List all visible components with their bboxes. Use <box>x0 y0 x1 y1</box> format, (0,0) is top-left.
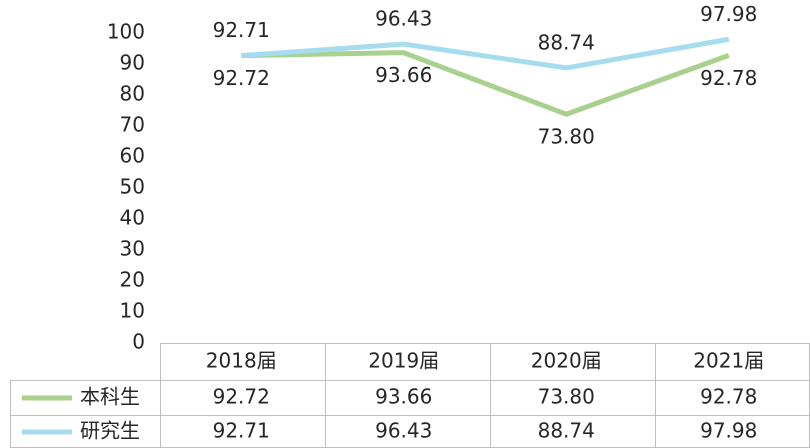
x-tick-label: 2018届 <box>206 349 277 373</box>
table-cell: 92.71 <box>213 419 270 443</box>
table-cell: 88.74 <box>538 419 595 443</box>
table-cell: 73.80 <box>538 385 595 409</box>
y-tick-label: 100 <box>107 20 145 44</box>
legend-label: 本科生 <box>80 385 140 409</box>
y-tick-label: 90 <box>120 51 145 75</box>
x-tick-label: 2020届 <box>531 349 602 373</box>
data-label: 92.71 <box>213 18 270 42</box>
table-cell: 96.43 <box>375 419 432 443</box>
y-tick-label: 30 <box>120 237 145 261</box>
x-tick-label: 2021届 <box>693 349 764 373</box>
table-cell: 93.66 <box>375 385 432 409</box>
data-label: 96.43 <box>375 7 432 31</box>
data-label: 88.74 <box>538 30 595 54</box>
y-tick-label: 40 <box>120 206 145 230</box>
data-label: 97.98 <box>700 2 757 26</box>
y-tick-label: 80 <box>120 82 145 106</box>
table-cell: 97.98 <box>700 419 757 443</box>
y-tick-label: 0 <box>132 330 145 354</box>
table-cell: 92.72 <box>213 385 270 409</box>
y-tick-label: 50 <box>120 175 145 199</box>
y-tick-label: 70 <box>120 113 145 137</box>
table-cell: 92.78 <box>700 385 757 409</box>
data-label: 93.66 <box>375 63 432 87</box>
data-label: 73.80 <box>538 125 595 149</box>
x-tick-label: 2019届 <box>368 349 439 373</box>
y-tick-label: 60 <box>120 144 145 168</box>
y-tick-label: 10 <box>120 299 145 323</box>
legend-label: 研究生 <box>80 419 140 443</box>
data-label: 92.72 <box>213 66 270 90</box>
data-line <box>241 36 730 71</box>
data-line <box>241 50 730 117</box>
y-tick-label: 20 <box>120 268 145 292</box>
data-label: 92.78 <box>700 66 757 90</box>
